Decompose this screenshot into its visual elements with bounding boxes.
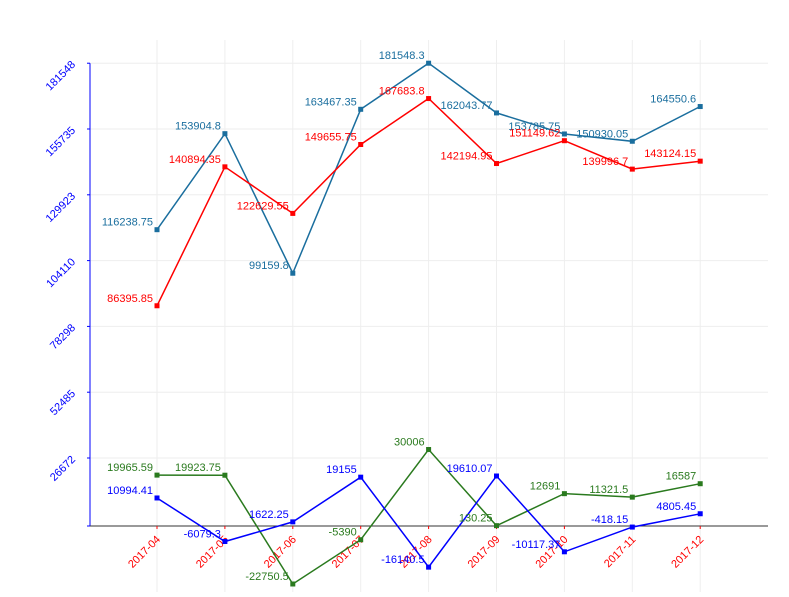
data-label: 181548.3 (379, 50, 425, 62)
data-point (154, 227, 160, 233)
data-label: 167683.8 (379, 86, 425, 98)
data-label: 19965.59 (107, 462, 153, 474)
data-label: 86395.85 (107, 293, 153, 305)
data-point (290, 210, 296, 216)
data-label: 11321.5 (589, 484, 628, 496)
data-label: 153904.8 (175, 121, 221, 133)
data-label: 122629.55 (237, 200, 289, 212)
data-point (561, 138, 567, 144)
data-point (426, 60, 432, 66)
data-point (697, 511, 703, 517)
data-point (426, 96, 432, 102)
data-label: -6079.3 (184, 528, 221, 540)
data-point (561, 131, 567, 137)
data-label: 99159.8 (249, 260, 289, 272)
data-label: 143124.15 (644, 148, 696, 160)
data-label: -418.15 (591, 514, 628, 526)
data-point (494, 161, 499, 167)
data-point (629, 138, 635, 144)
data-label: 130.25 (459, 513, 493, 525)
y-tick-label: 52485 (48, 388, 78, 418)
data-label: 150930.05 (576, 128, 628, 140)
data-label: -22750.5 (245, 571, 288, 583)
x-tick-label: 2017-11 (602, 534, 638, 570)
data-point (629, 524, 635, 530)
data-label: 30006 (394, 437, 425, 449)
data-point (629, 494, 635, 500)
data-labels: 116238.75 153904.8 99159.8 163467.35 181548.… (102, 50, 696, 583)
y-tick-label: 26672 (48, 454, 78, 484)
data-point (629, 166, 635, 172)
x-tick-label: 2017-04 (126, 534, 163, 571)
data-point (154, 495, 160, 501)
data-point (222, 538, 228, 544)
data-point (697, 158, 703, 164)
grid (90, 40, 768, 592)
data-point (697, 481, 703, 487)
data-point (561, 491, 567, 497)
data-label: 139996.7 (582, 156, 628, 168)
data-point (561, 549, 567, 555)
data-point (222, 131, 228, 137)
data-label: 4805.45 (656, 501, 696, 513)
data-label: 149655.75 (305, 132, 357, 144)
data-label: 163467.35 (305, 96, 357, 108)
data-point (290, 519, 296, 525)
data-point (426, 447, 432, 453)
data-point (697, 104, 703, 110)
data-label: 162043.77 (441, 100, 493, 112)
data-point (494, 473, 499, 479)
data-point (154, 303, 160, 309)
data-label: 16587 (666, 471, 697, 483)
data-point (494, 523, 499, 529)
data-point (222, 164, 228, 170)
y-tick-label: 155735 (44, 125, 78, 159)
x-tick-label: 2017-09 (466, 534, 503, 571)
y-tick-label: 181548 (44, 59, 78, 93)
data-label: 19155 (326, 464, 357, 476)
series (154, 60, 703, 587)
data-label: 10994.41 (107, 485, 153, 497)
y-tick-label: 78298 (48, 322, 78, 352)
data-label: 151149.62 (509, 128, 560, 140)
y-tick-label: 104110 (44, 256, 78, 290)
data-label: 19923.75 (175, 462, 221, 474)
data-point (494, 110, 499, 116)
x-tick-label: 2017-12 (669, 534, 706, 571)
data-point (426, 564, 432, 570)
data-label: 164550.6 (650, 94, 696, 106)
data-point (222, 472, 228, 478)
data-point (358, 474, 364, 480)
data-label: -16140.5 (381, 554, 424, 566)
data-point (154, 472, 160, 478)
data-label: -10117.37 (512, 539, 561, 551)
data-label: 12691 (530, 481, 561, 493)
data-label: 142194.95 (441, 151, 493, 163)
data-label: 153785.75 (508, 121, 560, 133)
data-point (358, 142, 364, 148)
data-point (358, 106, 364, 112)
data-point (358, 537, 364, 543)
y-tick-label: 129923 (44, 190, 78, 224)
data-label: -5390 (329, 527, 357, 539)
data-label: 1622.25 (249, 509, 289, 521)
data-label: 140894.35 (169, 154, 221, 166)
data-point (290, 270, 296, 276)
data-label: 19610.07 (447, 463, 493, 475)
data-point (290, 581, 296, 587)
data-label: 116238.75 (102, 217, 153, 229)
